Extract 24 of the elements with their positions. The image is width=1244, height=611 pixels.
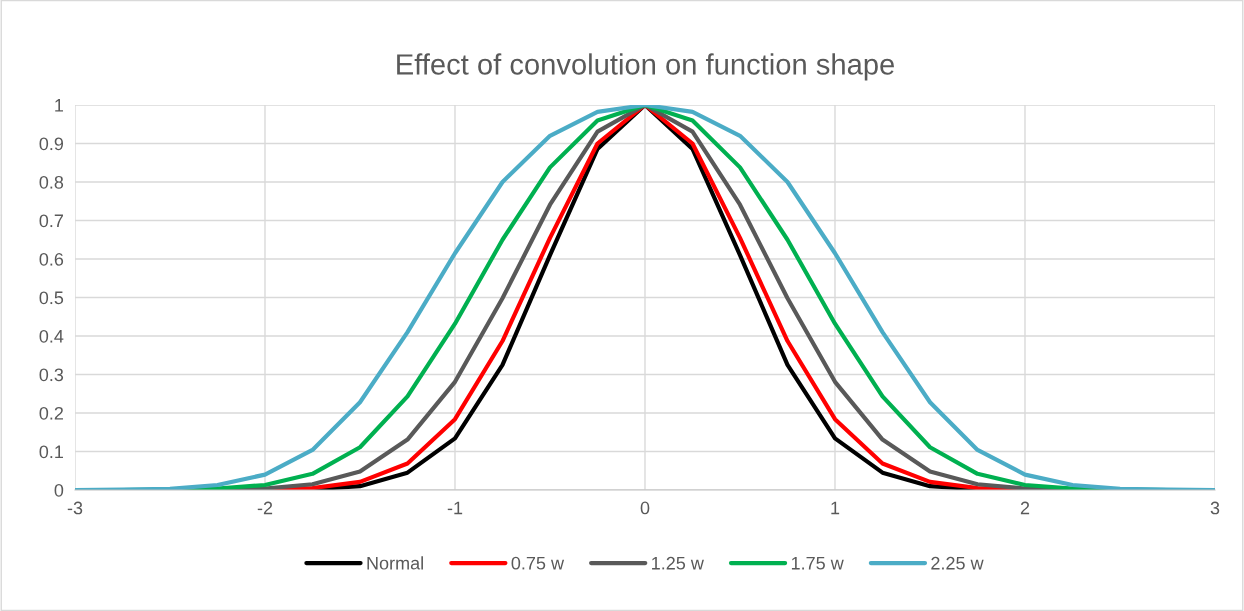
y-tick-label: 0.6: [39, 252, 64, 266]
y-tick-label: 0.7: [39, 214, 63, 228]
y-tick-label: 1: [55, 99, 64, 112]
y-tick-label: 0.2: [39, 406, 63, 420]
x-tick-label: 2: [1020, 501, 1030, 515]
y-tick-label: 0.4: [39, 329, 64, 343]
x-tick-label: -3: [67, 501, 83, 515]
y-tick-label: 0.3: [39, 368, 64, 382]
chart-title: Effect of convolution on function shape: [397, 53, 894, 81]
x-tick-label: 1: [831, 501, 840, 515]
legend-label: Normal: [367, 556, 423, 570]
y-tick-label: 0: [54, 483, 64, 497]
x-tick-label: -1: [447, 501, 463, 515]
x-tick-label: 3: [1210, 501, 1220, 515]
legend-label: 1.25 w: [652, 556, 704, 570]
y-tick-label: 0.8: [39, 175, 64, 189]
y-tick-label: 0.1: [39, 445, 64, 459]
x-tick-label: -2: [257, 501, 273, 515]
legend-label: 0.75 w: [511, 556, 565, 570]
y-tick-label: 0.5: [39, 291, 64, 305]
legend-label: 2.25 w: [931, 556, 984, 570]
legend-label: 1.75 w: [791, 556, 844, 570]
x-tick-label: 0: [640, 501, 650, 515]
y-tick-label: 0.9: [39, 137, 64, 151]
